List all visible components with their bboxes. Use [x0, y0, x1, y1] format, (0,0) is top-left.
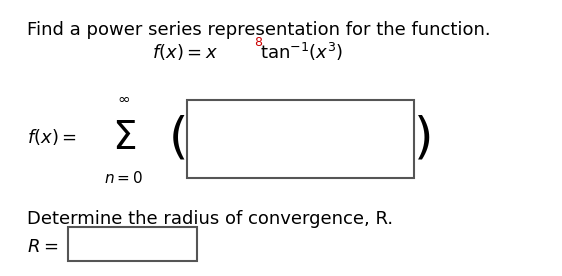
Text: $R =$: $R =$ [27, 238, 58, 256]
Text: $\infty$: $\infty$ [117, 91, 130, 106]
FancyBboxPatch shape [67, 227, 197, 261]
Text: Find a power series representation for the function.: Find a power series representation for t… [27, 20, 491, 39]
Text: $($: $($ [169, 114, 186, 162]
Text: $\mathrm{tan}^{-1}(x^{3})$: $\mathrm{tan}^{-1}(x^{3})$ [260, 41, 343, 63]
Text: $f(x) =$: $f(x) =$ [27, 127, 76, 147]
FancyBboxPatch shape [187, 100, 414, 178]
Text: $n = 0$: $n = 0$ [104, 170, 143, 186]
Text: $\Sigma$: $\Sigma$ [112, 119, 135, 157]
Text: Determine the radius of convergence, R.: Determine the radius of convergence, R. [27, 209, 393, 228]
Text: $f(x) = x$: $f(x) = x$ [152, 42, 217, 62]
Text: $)$: $)$ [413, 114, 430, 162]
Text: $8$: $8$ [254, 36, 263, 49]
